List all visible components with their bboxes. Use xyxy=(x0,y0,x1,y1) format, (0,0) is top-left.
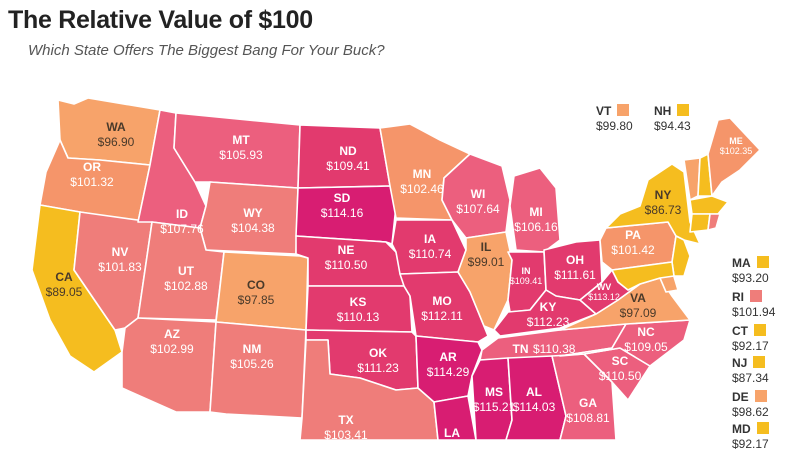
state-mt xyxy=(173,112,301,189)
state-az xyxy=(121,317,217,413)
callout-nj: NJ $87.34 xyxy=(732,356,769,385)
map-subtitle: Which State Offers The Biggest Bang For … xyxy=(28,42,385,59)
state-me xyxy=(707,117,761,197)
state-ks xyxy=(305,285,413,333)
state-nj xyxy=(671,235,691,277)
callout-ma: MA $93.20 xyxy=(732,256,769,285)
state-ia xyxy=(391,219,467,275)
state-nc xyxy=(559,319,691,367)
callout-md: MD $92.17 xyxy=(732,422,769,451)
swatch-ma xyxy=(756,256,769,268)
callout-nh: NH $94.43 xyxy=(654,104,691,133)
swatch-vt xyxy=(617,104,630,116)
state-nm xyxy=(209,321,307,419)
state-ar xyxy=(415,335,483,403)
state-il xyxy=(457,231,513,331)
state-sd xyxy=(295,185,397,245)
swatch-md xyxy=(756,422,769,434)
swatch-nj xyxy=(753,356,766,368)
us-map xyxy=(31,97,761,440)
state-nd xyxy=(297,124,391,189)
state-co xyxy=(215,251,309,331)
callout-ct: CT $92.17 xyxy=(732,324,769,353)
callout-vt: VT $99.80 xyxy=(596,104,633,133)
swatch-ri xyxy=(750,290,762,302)
state-ms xyxy=(471,357,513,440)
state-la xyxy=(433,395,477,440)
state-ri xyxy=(707,213,721,231)
map-title: The Relative Value of $100 xyxy=(8,6,313,34)
state-ne xyxy=(295,235,405,287)
state-ct xyxy=(689,213,711,233)
callout-ri: RI $101.94 xyxy=(732,290,776,319)
callout-de: DE $98.62 xyxy=(732,390,769,419)
state-wy xyxy=(199,181,299,255)
state-md xyxy=(611,261,675,291)
state-mi xyxy=(509,167,561,253)
state-wa xyxy=(57,97,161,166)
state-ny xyxy=(605,163,701,245)
state-ma xyxy=(689,195,729,215)
swatch-nh xyxy=(677,104,690,116)
swatch-ct xyxy=(754,324,766,336)
state-ky xyxy=(493,289,597,337)
swatch-de xyxy=(754,390,767,402)
